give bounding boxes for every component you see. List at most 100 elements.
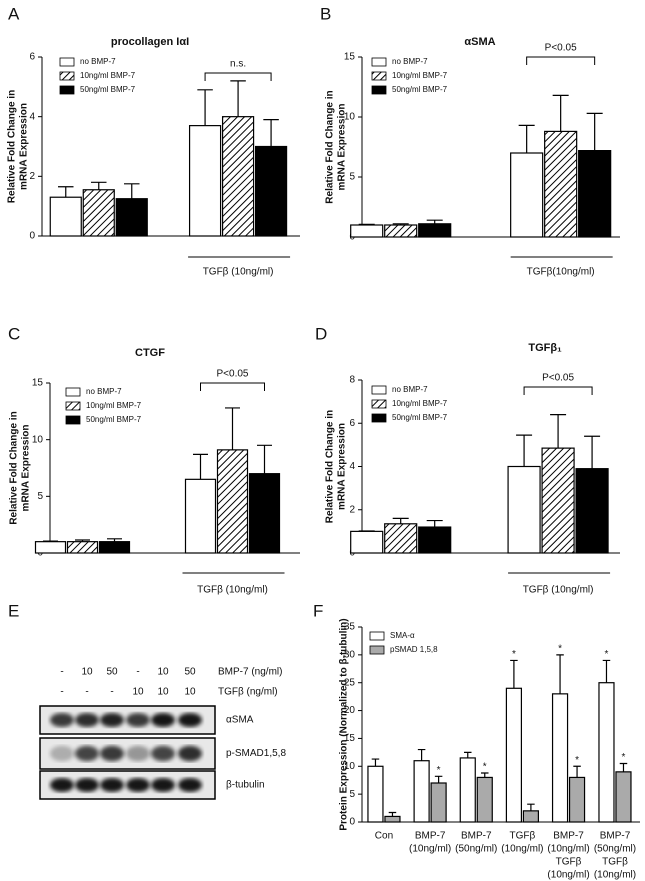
bracket	[523, 386, 593, 395]
legend-swatch	[65, 401, 81, 411]
legend-label: 10ng/ml BMP-7	[86, 401, 142, 410]
x-tick-label: Con	[375, 831, 393, 842]
bracket	[204, 72, 272, 81]
significance-marker: *	[622, 752, 626, 763]
bar	[541, 447, 575, 554]
bar	[49, 196, 82, 237]
blot-band	[151, 745, 175, 762]
annotation: P<0.05	[542, 373, 574, 384]
x-tick-label: TGFβ	[556, 857, 582, 868]
error-bar	[417, 748, 426, 761]
legend-swatch	[371, 71, 387, 81]
legend-label: SMA-α	[390, 631, 415, 640]
significance-marker: *	[512, 649, 516, 660]
y-tick-label: 35	[344, 622, 356, 633]
error-bar	[586, 112, 603, 151]
bar	[418, 526, 452, 554]
blot-band	[151, 778, 175, 792]
y-tick-label: 5	[37, 491, 43, 502]
error-bar	[388, 811, 397, 817]
x-tick-label: TGFβ	[602, 857, 628, 868]
legend-swatch	[59, 71, 75, 81]
significance-marker: *	[558, 643, 562, 654]
x-tick-label: (10ng/ml)	[409, 844, 451, 855]
error-bar	[426, 219, 443, 224]
error-bar	[434, 775, 443, 783]
x-tick-label: (50ng/ml)	[594, 844, 636, 855]
bar	[598, 682, 615, 823]
x-tick-label: TGFβ (10ng/ml)	[197, 585, 268, 596]
bar	[522, 810, 540, 823]
bar	[384, 523, 418, 554]
y-tick-label: 10	[32, 434, 44, 445]
error-bar	[197, 89, 213, 126]
dose-label: 50	[106, 667, 118, 678]
bar	[384, 815, 401, 823]
annotation: n.s.	[230, 59, 246, 70]
error-bar	[358, 223, 375, 225]
error-bar	[91, 181, 107, 190]
blot-band	[126, 713, 150, 727]
chart-title: procollagen IαI	[111, 36, 189, 48]
legend-swatch	[371, 57, 387, 67]
x-tick-label: BMP-7	[415, 831, 446, 842]
bar	[476, 776, 493, 823]
legend-swatch	[65, 387, 81, 397]
error-bar	[550, 414, 567, 449]
panel-letter: F	[313, 601, 323, 620]
y-tick-label: 8	[349, 375, 355, 386]
significance-marker: *	[483, 762, 487, 773]
blot-band	[178, 713, 202, 727]
error-bar	[371, 758, 380, 767]
bar	[98, 541, 131, 554]
y-axis-label: Relative Fold Change in	[9, 411, 20, 524]
bar	[430, 782, 447, 823]
bar	[184, 478, 217, 554]
legend-swatch	[59, 57, 75, 67]
bar	[459, 757, 476, 823]
bar	[413, 760, 430, 823]
blot-band	[50, 778, 74, 792]
legend-label: 10ng/ml BMP-7	[80, 71, 136, 80]
bar	[350, 530, 384, 554]
y-tick-label: 5	[349, 789, 355, 800]
chart-title: TGFβ₁	[528, 342, 562, 354]
legend-swatch	[371, 413, 387, 423]
blot-band	[75, 778, 99, 792]
y-axis-label: mRNA Expression	[21, 425, 32, 512]
panel-letter: C	[8, 324, 20, 343]
error-bar	[552, 94, 569, 132]
dose-label: -	[136, 667, 139, 678]
bar	[544, 130, 578, 238]
bar	[575, 468, 609, 554]
band-label: p-SMAD1,5,8	[226, 748, 286, 759]
legend-label: no BMP-7	[86, 387, 122, 396]
x-tick-label: (10ng/ml)	[594, 870, 636, 881]
bar	[350, 224, 384, 238]
blot-band	[100, 778, 124, 792]
error-bar	[58, 186, 74, 198]
error-bar	[257, 444, 272, 474]
blot-band	[75, 745, 99, 762]
bar	[66, 541, 99, 554]
dose-label: 10	[132, 687, 144, 698]
blot-band	[178, 778, 202, 792]
band-label: β-tubulin	[226, 780, 265, 791]
dose-label: -	[60, 667, 63, 678]
bar	[418, 223, 452, 238]
x-tick-label: (10ng/ml)	[501, 844, 543, 855]
annotation: P<0.05	[545, 43, 577, 54]
bar	[510, 152, 544, 238]
x-tick-label: (50ng/ml)	[455, 844, 497, 855]
y-axis-label: mRNA Expression	[337, 423, 348, 510]
legend-swatch	[371, 399, 387, 409]
panel-letter: A	[8, 4, 20, 23]
legend-swatch	[371, 85, 387, 95]
legend-label: no BMP-7	[80, 57, 116, 66]
x-tick-label: (10ng/ml)	[547, 870, 589, 881]
legend-label: pSMAD 1,5,8	[390, 645, 438, 654]
bar	[115, 198, 148, 237]
y-axis-label: Protein Expression (Normalized to β-tubu…	[339, 618, 350, 830]
y-tick-label: 15	[344, 733, 356, 744]
x-tick-label: BMP-7	[461, 831, 492, 842]
